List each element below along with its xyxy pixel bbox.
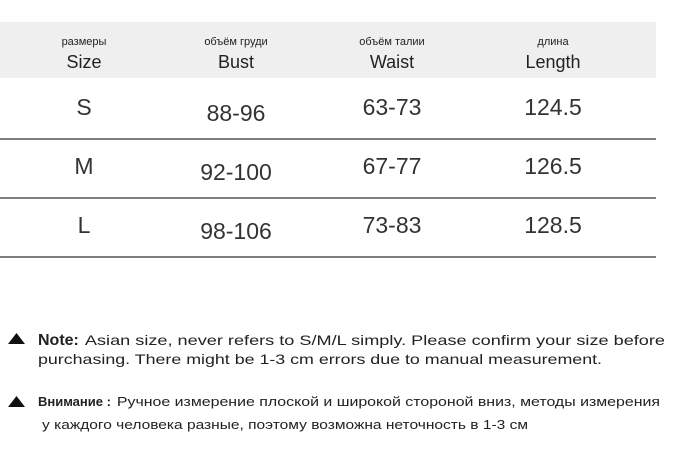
table-cell: 126.5 [524, 153, 582, 179]
table-cell: 98-106 [200, 218, 272, 244]
header-en: Bust [218, 52, 254, 72]
table-cell: 88-96 [207, 100, 266, 126]
table-cell: 73-83 [363, 212, 422, 238]
header-ru: объём талии [359, 36, 424, 48]
header-background [0, 22, 656, 78]
note-icon [8, 333, 25, 344]
table-cell: L [78, 212, 91, 238]
note-text: purchasing. There might be 1-3 cm errors… [38, 351, 602, 367]
header-ru: объём груди [204, 36, 267, 48]
header-ru: длина [537, 36, 569, 48]
table-cell: M [74, 153, 93, 179]
table-cell: 92-100 [200, 159, 272, 185]
note-icon [8, 396, 25, 407]
table-cell: S [76, 94, 91, 120]
header-en: Waist [370, 52, 414, 72]
header-en: Length [525, 52, 580, 72]
table-cell: 67-77 [363, 153, 422, 179]
note-text: у каждого человека разные, поэтому возмо… [42, 417, 528, 432]
note-label: Note: [38, 332, 79, 349]
note-text: Asian size, never refers to S/M/L simply… [85, 332, 665, 348]
table-cell: 128.5 [524, 212, 582, 238]
header-en: Size [66, 52, 101, 72]
table-cell: 63-73 [363, 94, 422, 120]
header-ru: размеры [62, 36, 107, 48]
note-text: Ручное измерение плоской и широкой сторо… [117, 394, 660, 409]
table-cell: 124.5 [524, 94, 582, 120]
note-label: Внимание : [38, 394, 111, 409]
